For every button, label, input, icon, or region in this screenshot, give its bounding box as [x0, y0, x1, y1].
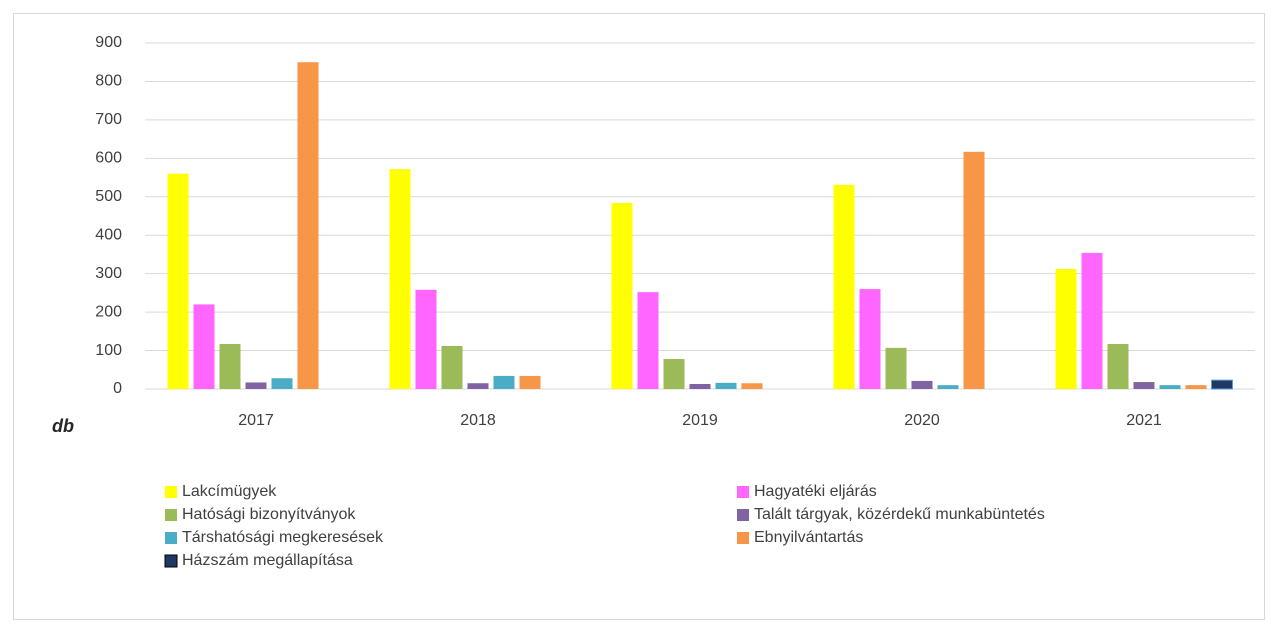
legend-label: Lakcímügyek [182, 483, 277, 500]
y-tick-label: 500 [95, 188, 122, 205]
x-tick-label: 2018 [460, 412, 496, 429]
x-tick-label: 2017 [238, 412, 274, 429]
y-tick-label: 100 [95, 342, 122, 359]
bar [389, 169, 411, 389]
legend-swatch [165, 486, 177, 498]
bar [271, 378, 293, 389]
bar [441, 345, 463, 389]
legend-swatch [164, 554, 178, 568]
bar [1185, 385, 1207, 389]
bar [859, 289, 881, 389]
bar [1081, 252, 1103, 389]
bar [1055, 269, 1077, 389]
legend-label: Hagyatéki eljárás [754, 483, 877, 500]
bar [715, 382, 737, 389]
bar [911, 380, 933, 389]
x-tick-label: 2021 [1126, 412, 1162, 429]
bar [519, 375, 541, 389]
bar [937, 385, 959, 389]
y-tick-label: 200 [95, 303, 122, 320]
y-tick-label: 400 [95, 226, 122, 243]
legend-label: Hatósági bizonyítványok [182, 506, 356, 523]
bar [833, 184, 855, 389]
bar [493, 375, 515, 389]
bar [1133, 382, 1155, 389]
legend-label: Házszám megállapítása [182, 552, 353, 569]
bar [415, 289, 437, 389]
bar [467, 383, 489, 389]
bar [963, 151, 985, 389]
legend-swatch [737, 486, 749, 498]
y-tick-label: 300 [95, 265, 122, 282]
bar [663, 359, 685, 389]
bar [611, 202, 633, 389]
bar [245, 382, 267, 389]
y-tick-label: 600 [95, 150, 122, 167]
y-tick-label: 0 [113, 380, 122, 397]
y-tick-label: 700 [95, 111, 122, 128]
y-axis-label: db [52, 416, 74, 436]
bar [297, 62, 319, 389]
legend-label: Talált tárgyak, közérdekű munkabüntetés [754, 506, 1045, 523]
legend-swatch [165, 509, 177, 521]
legend-swatch [737, 509, 749, 521]
y-tick-label: 800 [95, 73, 122, 90]
bar [689, 384, 711, 389]
bar [167, 173, 189, 389]
bar [219, 344, 241, 389]
bar [193, 304, 215, 389]
bar [1211, 379, 1233, 390]
legend-label: Ebnyilvántartás [754, 529, 863, 546]
y-tick-label: 900 [95, 34, 122, 51]
x-tick-label: 2019 [682, 412, 718, 429]
bar [741, 383, 763, 389]
bar [637, 292, 659, 389]
legend-label: Társhatósági megkeresések [182, 529, 384, 546]
legend-swatch [165, 532, 177, 544]
bar [885, 347, 907, 389]
legend-swatch [737, 532, 749, 544]
x-tick-label: 2020 [904, 412, 940, 429]
bar [1159, 385, 1181, 389]
bar [1107, 344, 1129, 389]
